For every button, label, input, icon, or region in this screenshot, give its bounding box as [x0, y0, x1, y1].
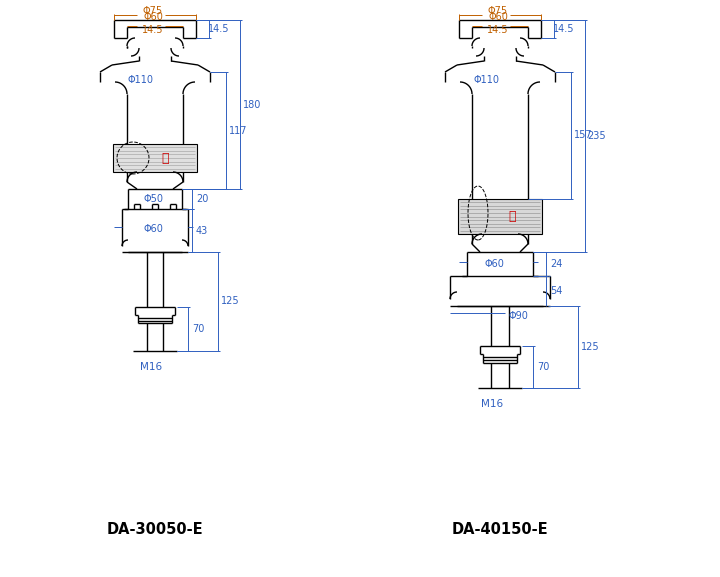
Text: DA-30050-E: DA-30050-E	[107, 523, 203, 538]
Text: 14.5: 14.5	[143, 25, 163, 35]
Text: Φ75: Φ75	[143, 6, 163, 16]
Text: Φ60: Φ60	[143, 12, 163, 22]
Text: DA-40150-E: DA-40150-E	[451, 523, 549, 538]
Text: 24: 24	[550, 259, 562, 269]
Text: 43: 43	[196, 226, 208, 235]
Text: 20: 20	[196, 194, 208, 204]
Text: 235: 235	[588, 131, 606, 141]
Bar	[113, 144, 197, 172]
Text: Φ50: Φ50	[143, 194, 163, 204]
Text: Φ110: Φ110	[128, 75, 154, 85]
Text: 70: 70	[537, 362, 549, 372]
Text: 70: 70	[192, 324, 204, 334]
Text: 赤: 赤	[161, 152, 168, 164]
Text: 125: 125	[221, 297, 239, 306]
Text: 117: 117	[229, 126, 247, 136]
Text: 14.5: 14.5	[487, 25, 509, 35]
Text: M16: M16	[140, 362, 162, 372]
Text: Φ60: Φ60	[488, 12, 508, 22]
Text: Φ110: Φ110	[473, 75, 499, 85]
Text: M16: M16	[481, 399, 503, 409]
Text: Φ90: Φ90	[508, 311, 528, 321]
Text: 14.5: 14.5	[208, 24, 230, 34]
Bar	[458, 199, 542, 234]
Text: Φ60: Φ60	[143, 224, 163, 234]
Text: Φ75: Φ75	[488, 6, 508, 16]
Text: 180: 180	[243, 99, 261, 110]
Text: 54: 54	[550, 286, 562, 296]
Text: 赤: 赤	[508, 210, 516, 223]
Text: 14.5: 14.5	[553, 24, 575, 34]
Text: 125: 125	[581, 342, 599, 352]
Text: Φ60: Φ60	[484, 259, 504, 269]
Text: 157: 157	[574, 130, 593, 141]
